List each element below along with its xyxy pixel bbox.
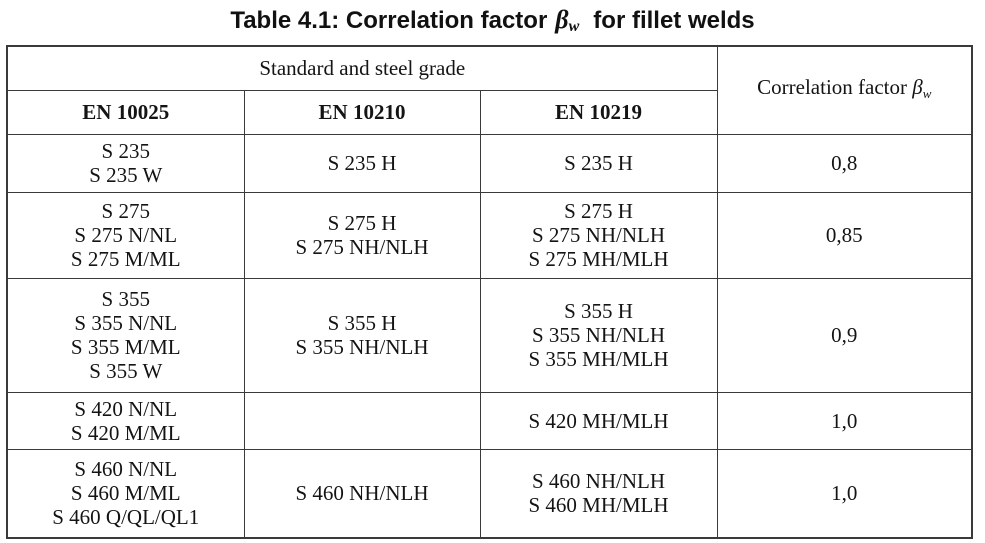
cell-factor: 0,85 (716, 191, 972, 279)
cell-factor: 0,9 (716, 277, 972, 393)
grade: S 275 H (327, 211, 397, 235)
grade: S 460 MH/MLH (528, 493, 669, 518)
title-prefix: Table 4.1: Correlation factor (230, 7, 548, 34)
grade: S 460 Q/QL/QL1 (52, 505, 200, 530)
title-beta-symbol: βw (555, 5, 580, 35)
cell-factor: 1,0 (716, 391, 972, 450)
table-row: S 235 S 235 W S 235 H S 235 H 0,8 (8, 134, 972, 193)
grade: S 275 MH/MLH (528, 247, 669, 271)
grade: S 235 W (89, 163, 163, 187)
column-header-en10219: EN 10219 (479, 89, 718, 135)
grade: S 355 NH/NLH (295, 335, 429, 359)
title-beta: β (555, 5, 569, 34)
grade: S 460 NH/NLH (532, 469, 666, 494)
table-row: S 355 S 355 N/NL S 355 M/ML S 355 W S 355 H… (8, 277, 972, 393)
correlation-factor-header: Correlation factor βw (716, 47, 972, 135)
correlation-table: Standard and steel grade Correlation fac… (8, 47, 972, 537)
table-row: S 460 N/NL S 460 M/ML S 460 Q/QL/QL1 S 460… (8, 448, 972, 537)
cell-en10210: S 235 H (243, 134, 481, 193)
column-header-en10025: EN 10025 (8, 89, 245, 135)
cell-factor: 1,0 (716, 448, 972, 537)
grade: S 355 H (564, 299, 633, 323)
table-title: Table 4.1: Correlation factor βw for fille… (0, 2, 985, 38)
cell-en10025: S 355 S 355 N/NL S 355 M/ML S 355 W (8, 277, 245, 393)
grade: S 275 N/NL (74, 223, 178, 247)
grade: S 460 M/ML (70, 481, 181, 506)
grade: S 235 (101, 139, 150, 163)
grade: S 275 (101, 199, 150, 223)
grade: S 275 NH/NLH (295, 235, 429, 259)
cell-en10025: S 460 N/NL S 460 M/ML S 460 Q/QL/QL1 (8, 448, 245, 537)
cell-en10025: S 275 S 275 N/NL S 275 M/ML (8, 191, 245, 279)
correlation-beta: β (912, 74, 923, 99)
cell-en10219: S 235 H (479, 134, 718, 193)
table-frame (6, 45, 973, 539)
cell-en10025: S 235 S 235 W (8, 134, 245, 193)
grade: S 355 H (327, 311, 397, 335)
grade: S 460 N/NL (74, 457, 178, 482)
grade: S 235 H (564, 151, 633, 175)
cell-factor: 0,8 (716, 134, 972, 193)
grade: S 355 M/ML (70, 335, 181, 359)
table-header: Standard and steel grade Correlation fac… (8, 47, 972, 135)
correlation-beta-subscript: w (922, 85, 932, 101)
grade: S 460 NH/NLH (295, 481, 429, 506)
grade: S 275 NH/NLH (532, 223, 666, 247)
cell-en10219: S 460 NH/NLH S 460 MH/MLH (479, 448, 718, 537)
grade: S 420 N/NL (74, 396, 178, 421)
standard-group-header: Standard and steel grade (8, 47, 718, 91)
cell-en10025: S 420 N/NL S 420 M/ML (8, 391, 245, 450)
correlation-factor-label: Correlation factor (757, 74, 908, 99)
cell-en10219: S 420 MH/MLH (479, 391, 718, 450)
grade: S 275 H (564, 199, 633, 223)
grade: S 355 (101, 287, 150, 311)
grade: S 420 M/ML (70, 420, 181, 445)
column-header-en10210: EN 10210 (243, 89, 481, 135)
grade: S 355 N/NL (74, 311, 178, 335)
grade: S 275 M/ML (70, 247, 181, 271)
title-beta-subscript: w (568, 18, 580, 35)
grade: S 420 MH/MLH (528, 408, 669, 433)
grade: S 235 H (327, 151, 397, 175)
table-body: S 235 S 235 W S 235 H S 235 H 0,8 S 275 S … (8, 134, 972, 537)
title-suffix: for fillet welds (593, 7, 755, 34)
grade: S 355 NH/NLH (532, 323, 666, 347)
cell-en10210: S 460 NH/NLH (243, 448, 481, 537)
table-row: S 420 N/NL S 420 M/ML S 420 MH/MLH 1,0 (8, 391, 972, 450)
grade: S 355 MH/MLH (528, 347, 669, 371)
grade: S 355 W (89, 359, 163, 383)
cell-en10210 (243, 391, 481, 450)
